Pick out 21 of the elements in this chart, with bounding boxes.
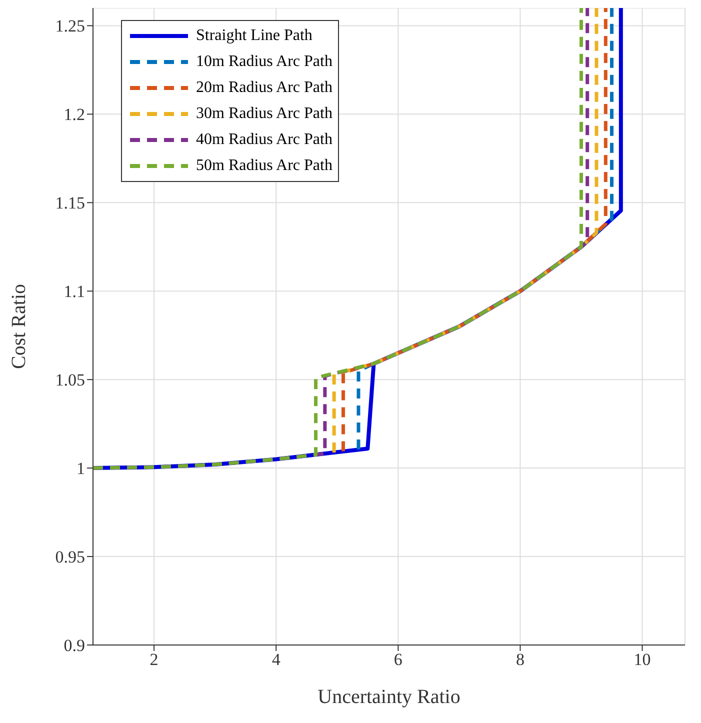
- legend-label: Straight Line Path: [196, 27, 312, 45]
- legend-label: 10m Radius Arc Path: [196, 53, 332, 71]
- legend-label: 30m Radius Arc Path: [196, 105, 332, 123]
- x-tick-label: 2: [150, 650, 158, 670]
- legend-label: 20m Radius Arc Path: [196, 79, 332, 97]
- x-axis-title: Uncertainty Ratio: [318, 686, 460, 708]
- x-tick-label: 6: [394, 650, 402, 670]
- x-tick-label: 8: [516, 650, 524, 670]
- x-tick-label: 10: [634, 650, 651, 670]
- y-axis-title: Cost Ratio: [8, 284, 30, 370]
- y-tick-label: 1.05: [55, 370, 85, 390]
- legend-label: 50m Radius Arc Path: [196, 157, 332, 175]
- y-tick-label: 1.2: [64, 105, 85, 124]
- y-tick-label: 1.1: [64, 282, 85, 302]
- y-tick-label: 0.9: [64, 636, 85, 656]
- x-tick-label: 4: [272, 650, 281, 670]
- y-tick-label: 0.95: [55, 548, 85, 567]
- y-tick-label: 1.25: [55, 16, 85, 36]
- y-tick-label: 1.15: [55, 194, 85, 213]
- legend-label: 40m Radius Arc Path: [196, 131, 332, 149]
- y-tick-label: 1: [76, 459, 85, 478]
